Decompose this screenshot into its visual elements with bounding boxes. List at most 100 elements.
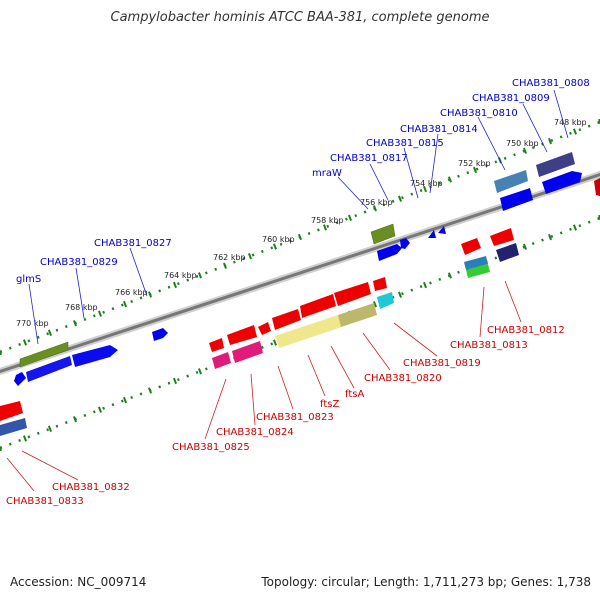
ruler-tick bbox=[372, 205, 378, 212]
ruler-tick bbox=[272, 243, 278, 250]
gene-feature[interactable] bbox=[373, 277, 387, 291]
ruler-label: 764 kbp bbox=[164, 271, 197, 280]
gene-label[interactable]: mraW bbox=[312, 168, 342, 179]
ruler-tick bbox=[347, 214, 353, 221]
gene-feature[interactable] bbox=[14, 372, 26, 386]
gene-feature[interactable] bbox=[227, 325, 257, 345]
ruler-tick bbox=[372, 301, 378, 308]
gene-label[interactable]: CHAB381_0817 bbox=[330, 153, 408, 164]
gene-label[interactable]: CHAB381_0825 bbox=[172, 442, 250, 453]
gene-label[interactable]: CHAB381_0810 bbox=[440, 108, 518, 119]
forward-features bbox=[14, 152, 600, 386]
ruler-label: 758 kbp bbox=[311, 216, 344, 225]
ruler-tick bbox=[272, 339, 278, 346]
gene-feature[interactable] bbox=[400, 238, 410, 249]
gene-label[interactable]: CHAB381_0823 bbox=[256, 412, 334, 423]
gene-feature[interactable] bbox=[0, 401, 23, 421]
ruler-tick bbox=[197, 368, 203, 375]
gene-feature[interactable] bbox=[461, 238, 481, 255]
ruler-tick bbox=[122, 396, 128, 404]
gene-label[interactable]: CHAB381_0809 bbox=[472, 93, 550, 104]
gene-label[interactable]: CHAB381_0812 bbox=[487, 325, 565, 336]
ruler-tick bbox=[122, 300, 128, 308]
gene-label[interactable]: ftsA bbox=[345, 389, 364, 400]
ruler-tick bbox=[172, 281, 178, 289]
genome-summary-text: Topology: circular; Length: 1,711,273 bp… bbox=[261, 575, 591, 589]
ruler-tick bbox=[197, 272, 203, 279]
gene-feature[interactable] bbox=[536, 152, 575, 177]
gene-label[interactable]: CHAB381_0824 bbox=[216, 427, 294, 438]
gene-feature[interactable] bbox=[258, 322, 271, 335]
ruler-label: 752 kbp bbox=[458, 159, 491, 168]
gene-label[interactable]: CHAB381_0827 bbox=[94, 238, 172, 249]
gene-label[interactable]: CHAB381_0814 bbox=[400, 124, 478, 135]
gene-feature[interactable] bbox=[0, 418, 27, 436]
gene-feature[interactable] bbox=[428, 230, 436, 238]
gene-label[interactable]: CHAB381_0829 bbox=[40, 257, 118, 268]
ruler-tick bbox=[297, 233, 303, 241]
gene-feature[interactable] bbox=[377, 244, 402, 261]
ruler-tick bbox=[322, 224, 328, 231]
gene-label[interactable]: CHAB381_0808 bbox=[512, 78, 590, 89]
gene-feature[interactable] bbox=[594, 178, 600, 196]
gene-feature[interactable] bbox=[438, 226, 446, 234]
ruler-tick bbox=[397, 291, 403, 298]
ruler-tick bbox=[597, 118, 600, 125]
ruler-tick bbox=[547, 138, 553, 145]
gene-feature[interactable] bbox=[464, 256, 488, 270]
gene-feature[interactable] bbox=[542, 171, 582, 194]
gene-feature[interactable] bbox=[338, 303, 377, 327]
ruler-tick bbox=[72, 416, 78, 423]
ruler-tick bbox=[422, 281, 428, 289]
gene-feature[interactable] bbox=[209, 338, 224, 352]
ruler-tick bbox=[147, 291, 153, 298]
gene-feature[interactable] bbox=[212, 352, 231, 369]
gene-feature[interactable] bbox=[26, 356, 72, 382]
ruler-tick bbox=[47, 425, 53, 432]
gene-feature[interactable] bbox=[494, 170, 528, 193]
ruler-tick bbox=[597, 214, 600, 221]
gene-feature[interactable] bbox=[334, 282, 371, 306]
gene-label[interactable]: CHAB381_0813 bbox=[450, 340, 528, 351]
ruler-label: 760 kbp bbox=[262, 235, 295, 244]
ruler-label: 762 kbp bbox=[213, 253, 246, 262]
ruler-label: 756 kbp bbox=[360, 198, 393, 207]
gene-feature[interactable] bbox=[152, 328, 168, 341]
reverse-leaders bbox=[6, 280, 522, 492]
gene-label[interactable]: CHAB381_0833 bbox=[6, 496, 84, 507]
gene-feature[interactable] bbox=[500, 188, 533, 211]
gene-feature[interactable] bbox=[370, 223, 396, 245]
ruler-tick bbox=[22, 339, 28, 346]
ruler-tick bbox=[522, 243, 528, 250]
gene-feature[interactable] bbox=[19, 341, 69, 368]
ruler-tick bbox=[0, 349, 3, 356]
ruler-tick bbox=[422, 185, 428, 193]
gene-label[interactable]: CHAB381_0832 bbox=[52, 482, 130, 493]
accession-text: Accession: NC_009714 bbox=[10, 575, 147, 589]
gene-feature[interactable] bbox=[490, 228, 514, 246]
map-title: Campylobacter hominis ATCC BAA-381, comp… bbox=[110, 10, 490, 25]
gene-label[interactable]: CHAB381_0819 bbox=[403, 358, 481, 369]
ruler-tick bbox=[572, 224, 578, 231]
gene-feature[interactable] bbox=[377, 292, 394, 309]
gene-feature[interactable] bbox=[272, 309, 301, 330]
ruler-tick bbox=[572, 128, 578, 135]
gene-feature[interactable] bbox=[232, 341, 263, 363]
ruler-label: 768 kbp bbox=[65, 303, 98, 312]
gene-label[interactable]: ftsZ bbox=[320, 399, 339, 410]
ruler-tick bbox=[247, 253, 253, 260]
gene-feature[interactable] bbox=[496, 243, 519, 262]
ruler-tick bbox=[47, 329, 53, 336]
ruler-tick bbox=[0, 445, 3, 452]
ruler-label: 770 kbp bbox=[16, 319, 49, 328]
ruler-tick bbox=[97, 406, 103, 413]
ruler-tick bbox=[397, 195, 403, 202]
gene-label[interactable]: CHAB381_0815 bbox=[366, 138, 444, 149]
gene-label[interactable]: CHAB381_0820 bbox=[364, 373, 442, 384]
ruler-tick bbox=[172, 377, 178, 385]
gene-feature[interactable] bbox=[275, 315, 342, 348]
gene-feature[interactable] bbox=[300, 294, 336, 318]
gene-feature[interactable] bbox=[72, 345, 118, 367]
gene-feature[interactable] bbox=[466, 264, 490, 278]
gene-label[interactable]: glmS bbox=[16, 274, 41, 285]
